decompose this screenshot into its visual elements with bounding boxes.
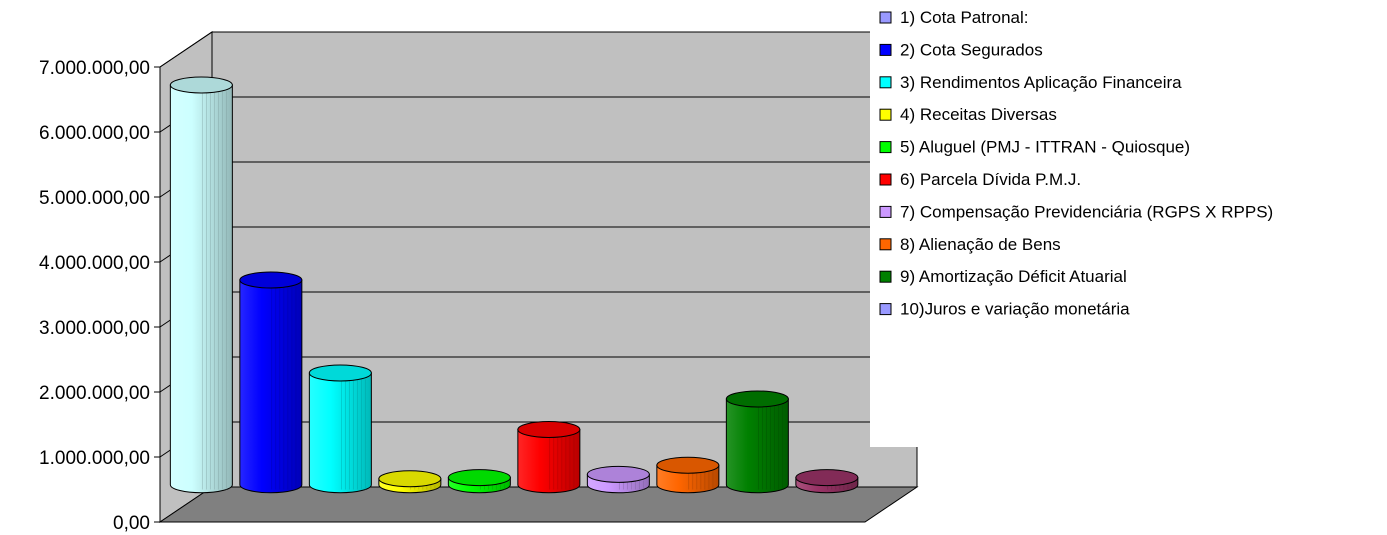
bar-6 [517,421,581,494]
legend-item-8: 8) Alienação de Bens [879,235,1061,254]
legend-swatch [879,205,892,218]
bar-top [586,465,650,483]
legend-swatch [879,11,892,24]
legend-item-2: 2) Cota Segurados [879,40,1043,59]
bar-body [239,279,303,494]
legend-label: 4) Receitas Diversas [900,105,1057,124]
y-tick-label: 3.000.000,00 [39,318,150,339]
bar-7 [586,465,650,494]
legend-box [870,0,1387,447]
bar-top [725,390,789,408]
bar-body [308,372,372,494]
legend-item-10: 10)Juros e variação monetária [879,300,1130,319]
y-axis-ticks: 0,00 1.000.000,00 2.000.000,00 3.000.000,00… [39,58,161,534]
gridline-side [159,31,213,68]
legend-item-1: 1) Cota Patronal: [879,8,1029,27]
legend-item-6: 6) Parcela Dívida P.M.J. [879,170,1081,189]
legend-item-9: 9) Amortização Déficit Atuarial [879,267,1127,286]
legend-label: 6) Parcela Dívida P.M.J. [900,170,1081,189]
bar-body [517,429,581,494]
bar-1 [169,76,233,494]
y-tick-label: 2.000.000,00 [39,383,150,404]
bar-top [447,469,511,487]
legend-swatch [879,141,892,154]
bar-3 [308,364,372,494]
y-tick-label: 6.000.000,00 [39,123,150,144]
bar-2 [239,271,303,494]
bar-body [725,398,789,494]
bar-8 [656,456,720,494]
legend-label: 10)Juros e variação monetária [900,300,1130,319]
legend-item-5: 5) Aluguel (PMJ - ITTRAN - Quiosque) [879,138,1190,157]
legend-swatch [879,76,892,89]
bars [169,76,859,494]
legend-label: 9) Amortização Déficit Atuarial [900,267,1127,286]
y-tick-label: 4.000.000,00 [39,253,150,274]
bar-body [169,84,233,494]
legend-label: 7) Compensação Previdenciária (RGPS X RP… [900,202,1273,221]
bar-top [378,470,442,488]
y-tick-label: 0,00 [113,513,150,534]
legend-label: 8) Alienação de Bens [900,235,1061,254]
legend-label: 1) Cota Patronal: [900,8,1029,27]
legend-item-4: 4) Receitas Diversas [879,105,1057,124]
bar-9 [725,390,789,494]
legend-item-3: 3) Rendimentos Aplicação Financeira [879,73,1182,92]
legend-swatch [879,173,892,186]
legend-label: 2) Cota Segurados [900,40,1043,59]
y-tick-label: 7.000.000,00 [39,58,150,79]
bar-top [795,469,859,487]
legend-swatch [879,43,892,56]
bar-top [308,364,372,382]
legend-item-7: 7) Compensação Previdenciária (RGPS X RP… [879,202,1273,221]
legend-swatch [879,303,892,316]
legend-swatch [879,108,892,121]
bar-10 [795,469,859,494]
legend-label: 5) Aluguel (PMJ - ITTRAN - Quiosque) [900,138,1190,157]
bar-top [239,271,303,289]
y-tick-label: 5.000.000,00 [39,188,150,209]
legend-swatch [879,238,892,251]
legend-swatch [879,270,892,283]
floor [158,486,919,523]
legend: 1) Cota Patronal: 2) Cota Segurados 3) Ren… [870,0,1387,447]
bar-5 [447,469,511,494]
bar-top [169,76,233,94]
legend-label: 3) Rendimentos Aplicação Financeira [900,73,1182,92]
bar-top [517,421,581,438]
bar-top [656,456,720,474]
y-tick-label: 1.000.000,00 [39,448,150,469]
bar-4 [378,470,442,494]
